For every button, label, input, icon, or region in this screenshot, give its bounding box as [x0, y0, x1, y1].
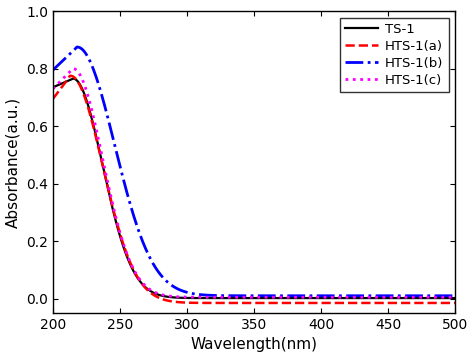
Line: HTS-1(c): HTS-1(c): [53, 69, 456, 297]
HTS-1(b): [416, 294, 422, 298]
HTS-1(a): [365, 301, 370, 305]
HTS-1(b): [372, 294, 377, 298]
HTS-1(a): [453, 301, 458, 305]
TS-1: [343, 296, 348, 300]
TS-1: [453, 296, 458, 300]
HTS-1(c): [365, 295, 370, 299]
TS-1: [327, 296, 332, 300]
TS-1: [213, 296, 219, 300]
Y-axis label: Absorbance(a.u.): Absorbance(a.u.): [6, 96, 20, 228]
HTS-1(c): [70, 67, 76, 71]
TS-1: [70, 77, 76, 81]
TS-1: [91, 127, 97, 131]
HTS-1(b): [91, 70, 97, 74]
HTS-1(b): [50, 68, 56, 72]
HTS-1(a): [91, 129, 97, 133]
Line: HTS-1(a): HTS-1(a): [53, 76, 456, 303]
Legend: TS-1, HTS-1(a), HTS-1(b), HTS-1(c): TS-1, HTS-1(a), HTS-1(b), HTS-1(c): [340, 18, 449, 92]
HTS-1(c): [327, 295, 332, 299]
TS-1: [372, 296, 378, 300]
X-axis label: Wavelength(nm): Wavelength(nm): [191, 338, 318, 352]
HTS-1(b): [327, 294, 332, 298]
HTS-1(b): [213, 293, 219, 297]
HTS-1(b): [74, 45, 80, 49]
HTS-1(c): [91, 119, 97, 124]
HTS-1(c): [341, 295, 346, 299]
HTS-1(c): [213, 295, 219, 299]
HTS-1(a): [327, 301, 332, 305]
HTS-1(b): [453, 294, 458, 298]
HTS-1(a): [372, 301, 378, 305]
HTS-1(c): [50, 87, 56, 91]
HTS-1(c): [372, 295, 378, 299]
HTS-1(c): [228, 295, 233, 299]
HTS-1(b): [228, 294, 233, 298]
TS-1: [50, 85, 56, 90]
HTS-1(a): [361, 301, 366, 305]
HTS-1(b): [365, 294, 370, 298]
HTS-1(a): [50, 97, 56, 101]
HTS-1(a): [228, 301, 233, 305]
HTS-1(c): [453, 295, 458, 299]
HTS-1(a): [68, 74, 73, 78]
Line: TS-1: TS-1: [53, 79, 456, 298]
TS-1: [228, 296, 233, 300]
Line: HTS-1(b): HTS-1(b): [53, 47, 456, 296]
HTS-1(a): [213, 301, 219, 305]
TS-1: [365, 296, 370, 300]
